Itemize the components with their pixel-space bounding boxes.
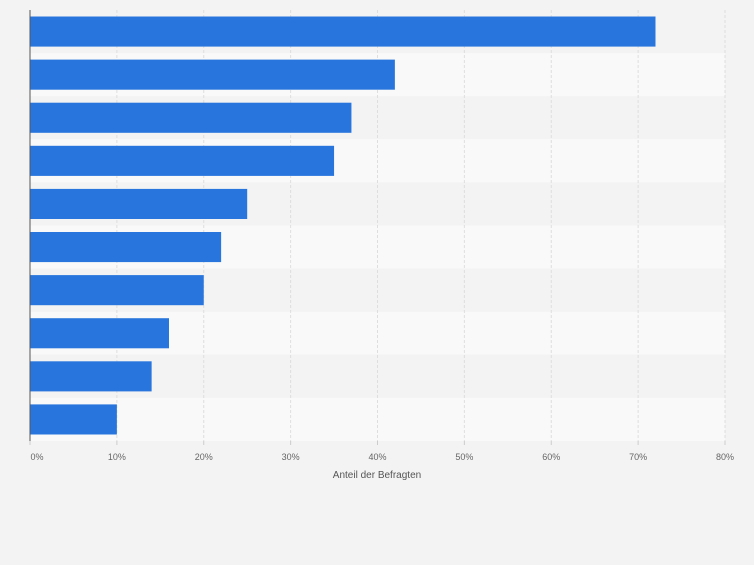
- x-tick-label: 40%: [368, 452, 386, 462]
- bar: [30, 318, 169, 349]
- bar: [30, 361, 152, 392]
- bar: [30, 275, 204, 306]
- x-tick-label: 0%: [30, 452, 43, 462]
- bar: [30, 102, 352, 133]
- bar: [30, 232, 222, 263]
- bar: [30, 16, 656, 47]
- bar: [30, 59, 395, 90]
- x-tick-label: 70%: [629, 452, 647, 462]
- x-tick-label: 60%: [542, 452, 560, 462]
- x-tick-label: 80%: [716, 452, 734, 462]
- x-tick-label: 10%: [108, 452, 126, 462]
- bar: [30, 145, 335, 176]
- bars: [30, 16, 656, 435]
- x-axis-label: Anteil der Befragten: [333, 470, 421, 481]
- x-tick-label: 20%: [195, 452, 213, 462]
- bar: [30, 404, 117, 435]
- row-band: [30, 397, 725, 441]
- bar: [30, 188, 248, 219]
- x-tick-labels: 0% 10% 20% 30% 40% 50% 60% 70% 80%: [29, 441, 734, 462]
- x-tick-label: 50%: [455, 452, 473, 462]
- x-tick-label: 30%: [282, 452, 300, 462]
